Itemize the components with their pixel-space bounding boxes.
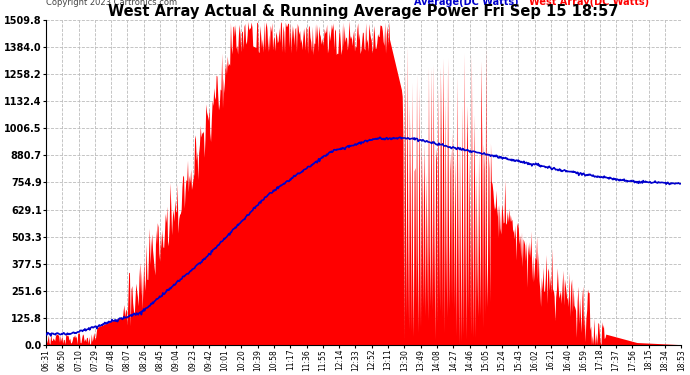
Title: West Array Actual & Running Average Power Fri Sep 15 18:57: West Array Actual & Running Average Powe… — [108, 4, 619, 19]
Text: Copyright 2023 Cartronics.com: Copyright 2023 Cartronics.com — [46, 0, 177, 8]
Text: West Array(DC Watts): West Array(DC Watts) — [529, 0, 649, 8]
Text: Average(DC Watts): Average(DC Watts) — [415, 0, 526, 8]
